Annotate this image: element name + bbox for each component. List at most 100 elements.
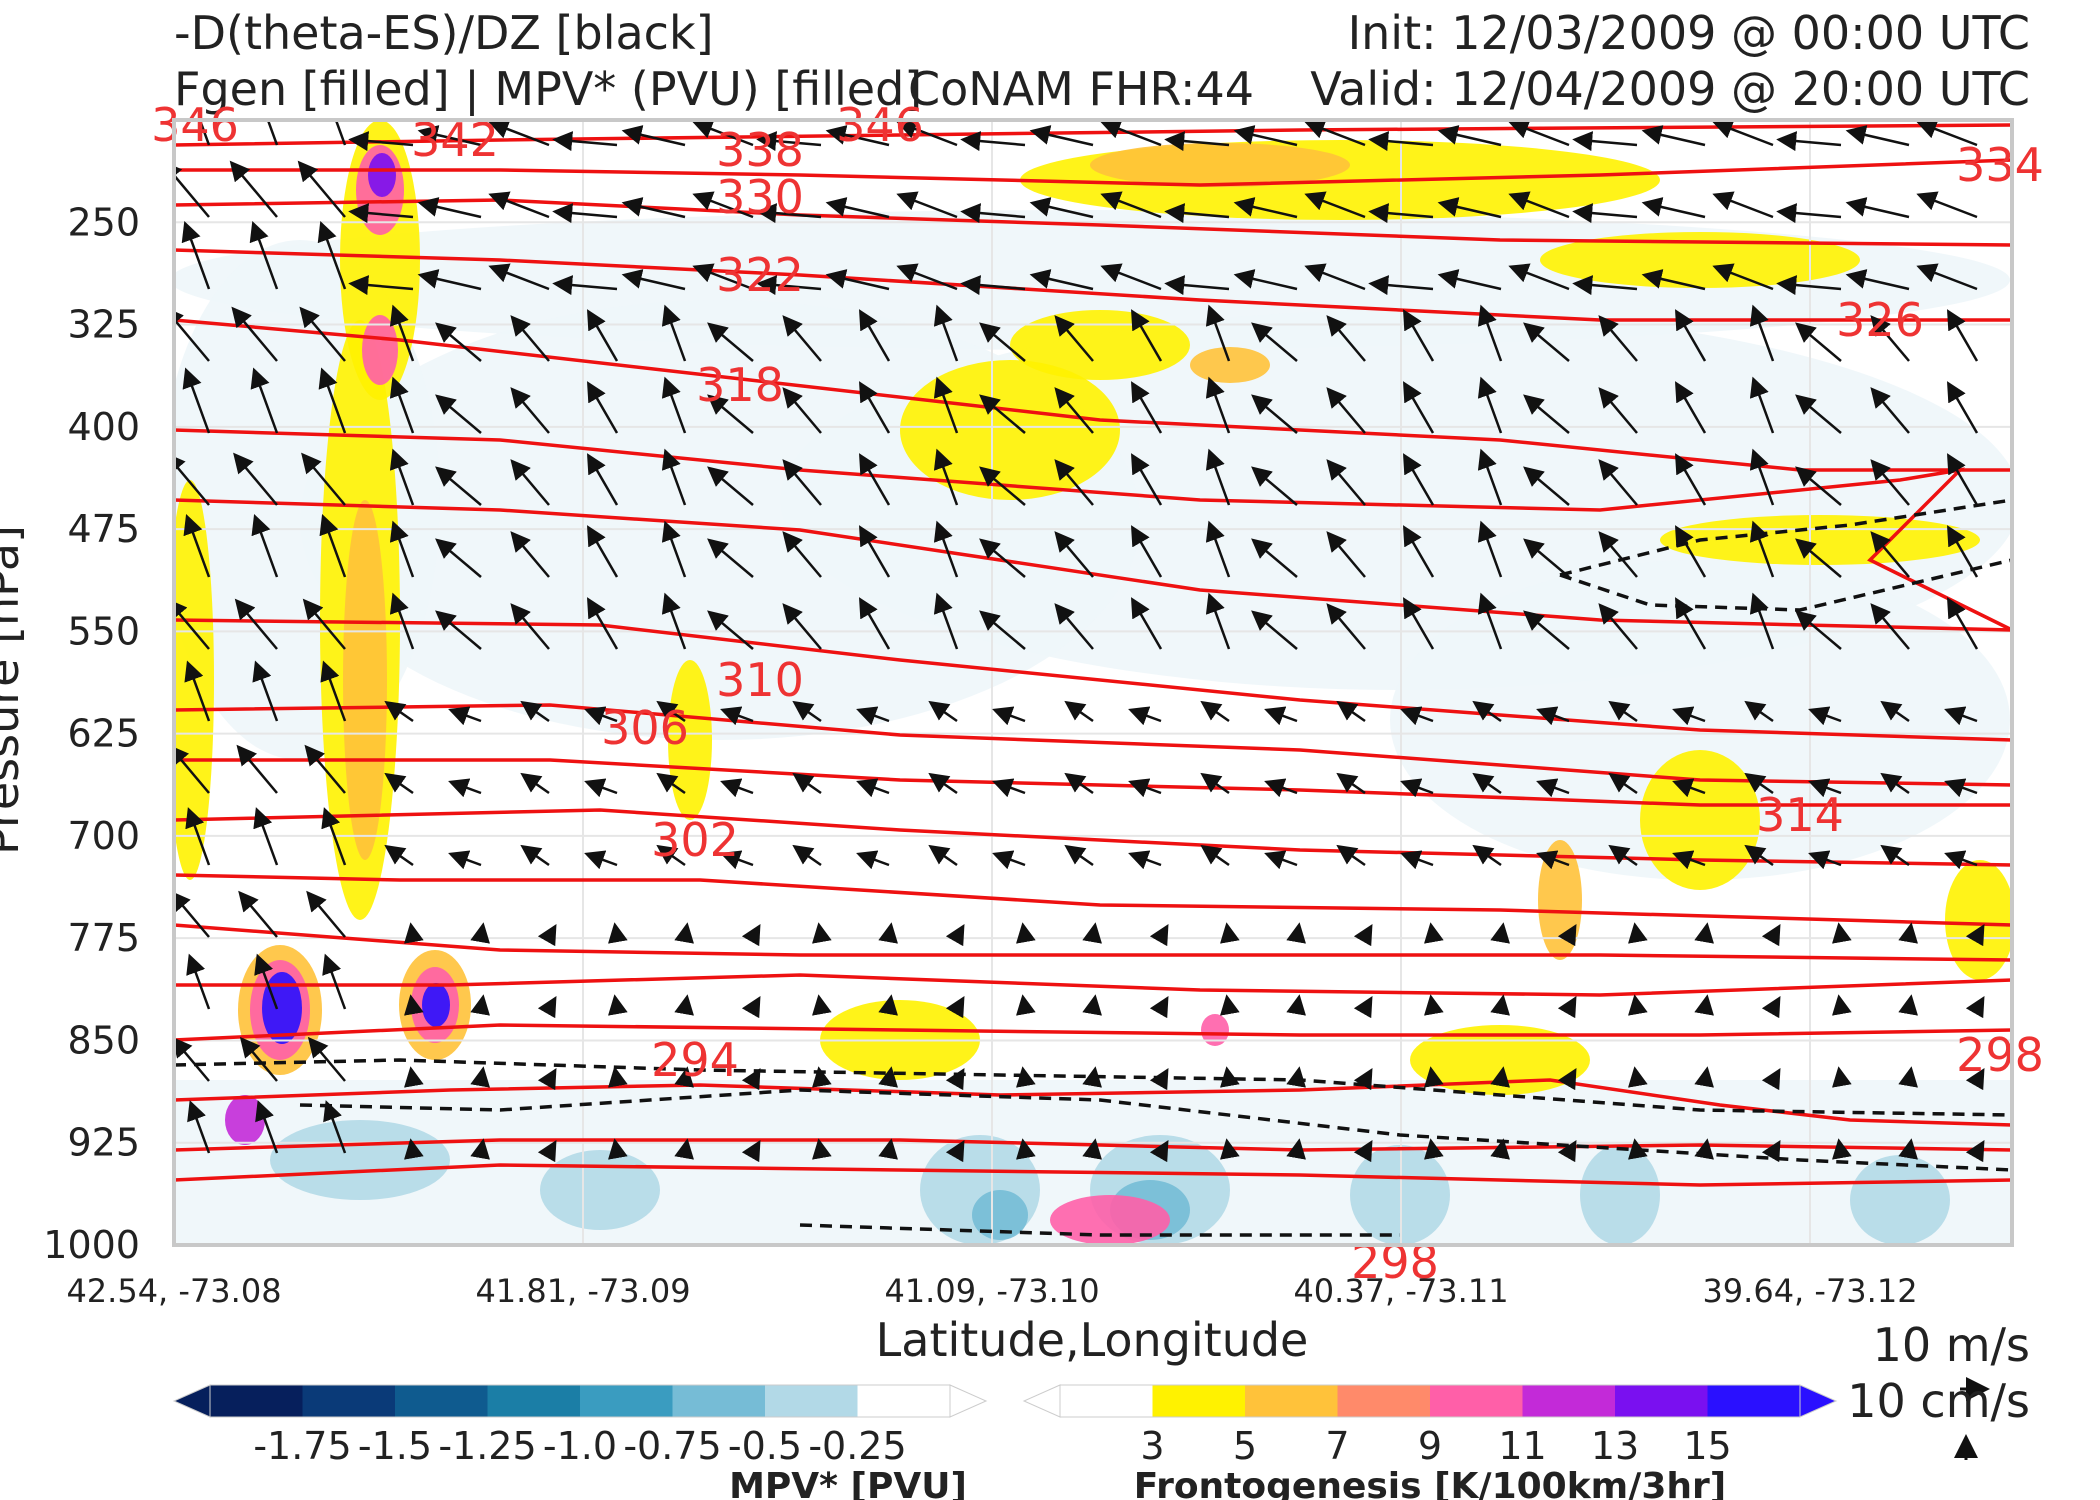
theta-contour-line xyxy=(174,1163,2012,1187)
wind-vector xyxy=(1674,525,1707,578)
wind-vector xyxy=(1128,850,1162,870)
y-tick-label: 925 xyxy=(67,1121,140,1165)
wind-vector xyxy=(933,592,959,650)
fgen-colorbar-swatch xyxy=(1430,1385,1523,1417)
wind-vector xyxy=(1402,453,1435,506)
wind-vector xyxy=(1749,448,1775,506)
wind-vector xyxy=(348,203,414,224)
theta-contour-label: 302 xyxy=(651,813,739,867)
theta-contours xyxy=(174,123,2012,1187)
wind-vector xyxy=(301,452,346,506)
wind-vector xyxy=(1164,275,1230,296)
wind-vector xyxy=(1251,538,1298,578)
wind-vector xyxy=(692,191,754,219)
wind-vector xyxy=(1694,922,1714,944)
y-axis-ticks: 250 325 400 475 550 625 700 775 850 925 1000 xyxy=(43,200,140,1267)
wind-vector xyxy=(878,1138,898,1160)
wind-vector xyxy=(858,309,891,362)
wind-vector xyxy=(252,660,279,722)
wind-vector xyxy=(1749,376,1775,434)
wind-vector xyxy=(586,525,619,578)
wind-vector xyxy=(707,394,754,434)
wind-vector xyxy=(812,1066,832,1088)
contour-labels: 294 2982983023063103143183223263303343383… xyxy=(151,98,2044,1289)
wind-vector xyxy=(552,275,618,296)
wind-vector xyxy=(1326,459,1366,506)
wind-vector xyxy=(1557,1139,1577,1163)
shaded-region xyxy=(1540,232,1860,288)
wind-vector xyxy=(307,1036,346,1082)
mpv-colorbar-swatch xyxy=(765,1385,858,1417)
wind-vector xyxy=(756,275,822,296)
wind-vector xyxy=(674,922,694,944)
wind-vector xyxy=(1233,197,1298,219)
wind-vector xyxy=(435,466,482,506)
wind-vector xyxy=(1472,772,1502,795)
wind-vector xyxy=(1880,844,1910,867)
wind-vector xyxy=(661,376,687,434)
wind-vector xyxy=(1149,1139,1169,1163)
shaded-region xyxy=(1010,310,1190,380)
wind-vector xyxy=(1368,203,1434,224)
wind-vector xyxy=(297,160,346,218)
wind-vector xyxy=(1128,778,1162,798)
mpv-colorbar-swatch xyxy=(395,1385,488,1417)
wind-vector xyxy=(1674,381,1707,434)
wind-vector xyxy=(720,706,754,726)
wind-vector xyxy=(306,890,346,938)
wind-vector xyxy=(1916,120,1978,147)
wind-vector xyxy=(304,744,346,794)
wind-vector xyxy=(1694,994,1714,1016)
wind-vector xyxy=(1870,387,1910,434)
wind-vector xyxy=(1916,191,1978,219)
wind-vector xyxy=(239,1036,278,1082)
wind-vector xyxy=(1205,520,1231,578)
wind-vector xyxy=(812,922,832,944)
wind-vector xyxy=(979,538,1026,578)
wind-vector xyxy=(858,453,891,506)
wind-vector xyxy=(1795,322,1842,362)
wind-vector xyxy=(782,531,822,578)
y-tick-label: 700 xyxy=(67,814,140,858)
wind-vector xyxy=(661,448,687,506)
wind-vector xyxy=(1286,994,1306,1016)
wind-vector xyxy=(608,1138,628,1160)
wind-vector xyxy=(979,394,1026,434)
wind-vector xyxy=(488,263,550,291)
wind-vector xyxy=(741,995,761,1019)
wind-vector xyxy=(520,700,550,723)
wind-vector xyxy=(584,850,618,870)
wind-vector xyxy=(896,263,958,291)
wind-vector xyxy=(661,304,687,362)
wind-vector xyxy=(1572,203,1638,224)
theta-contour-label: 338 xyxy=(716,123,804,177)
wind-vector xyxy=(1205,448,1231,506)
fgen-colorbar: 3 5 7 9 11 13 15 xyxy=(1022,1384,1838,1468)
wind-vector xyxy=(1424,994,1444,1016)
wind-vector xyxy=(537,1139,557,1163)
wind-vector xyxy=(1832,922,1852,944)
shaded-region xyxy=(1090,143,1350,187)
wind-vector xyxy=(470,1138,490,1160)
wind-vector xyxy=(1557,1067,1577,1091)
theta-contour-line xyxy=(174,1078,2012,1127)
mpv-colorbar-swatch xyxy=(857,1385,951,1417)
wind-vector xyxy=(1808,778,1842,798)
wind-vector xyxy=(389,376,415,434)
wind-vector xyxy=(1424,1138,1444,1160)
wind-vector xyxy=(741,1139,761,1163)
wind-vector xyxy=(317,221,347,290)
wind-vector xyxy=(266,120,279,146)
wind-vector xyxy=(896,120,958,147)
wind-vector xyxy=(186,953,211,1010)
wind-vector xyxy=(1898,1138,1918,1160)
wind-vector xyxy=(1437,197,1502,219)
wind-vector xyxy=(720,778,754,798)
valid-time: Valid: 12/04/2009 @ 20:00 UTC xyxy=(1310,62,2030,116)
wind-vector xyxy=(251,514,279,578)
wind-vector xyxy=(233,452,278,506)
wind-vector xyxy=(1608,700,1638,723)
wind-vector xyxy=(1572,275,1638,296)
wind-vector xyxy=(856,850,890,870)
wind-vector xyxy=(1598,531,1638,578)
